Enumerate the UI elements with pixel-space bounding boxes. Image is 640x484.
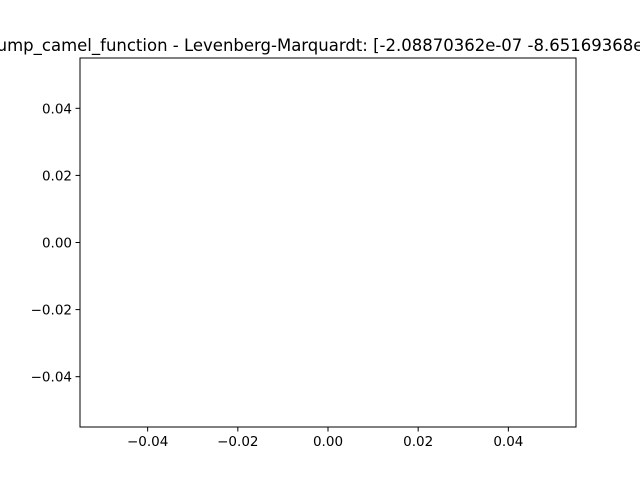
y-tick-label: 0.02 (42, 168, 72, 184)
y-tick-label: 0.04 (42, 101, 72, 117)
y-tick-label: −0.02 (31, 303, 72, 319)
x-tick-label: −0.02 (217, 434, 258, 450)
x-tick-label: −0.04 (127, 434, 168, 450)
x-tick-label: 0.02 (403, 434, 433, 450)
y-tick-label: −0.04 (31, 370, 72, 386)
chart-title: ump_camel_function - Levenberg-Marquardt… (0, 36, 640, 56)
axes: −0.04 −0.02 0.00 0.02 0.04 −0.04 −0.02 0.00 0.02… (31, 57, 577, 450)
x-tick-label: 0.04 (493, 434, 523, 450)
y-tick-label: 0.00 (42, 236, 72, 252)
x-tick-label: 0.00 (313, 434, 343, 450)
